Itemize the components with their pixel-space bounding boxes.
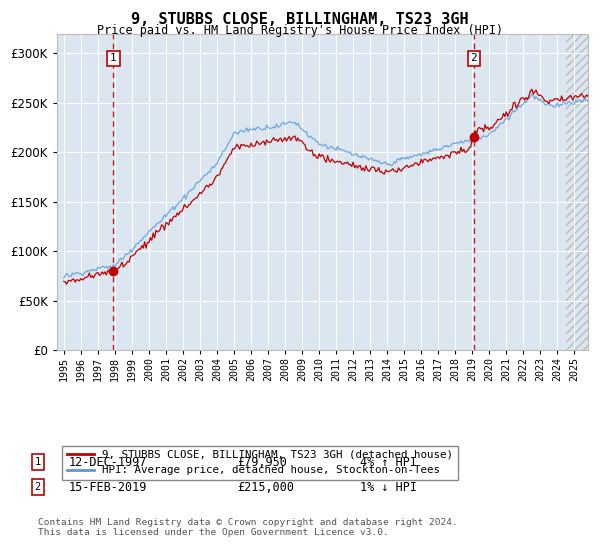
Text: 15-FEB-2019: 15-FEB-2019	[69, 480, 148, 494]
Text: £79,950: £79,950	[237, 455, 287, 469]
Legend: 9, STUBBS CLOSE, BILLINGHAM, TS23 3GH (detached house), HPI: Average price, deta: 9, STUBBS CLOSE, BILLINGHAM, TS23 3GH (d…	[62, 446, 458, 480]
Text: 2: 2	[35, 482, 41, 492]
Text: 4% ↑ HPI: 4% ↑ HPI	[360, 455, 417, 469]
Text: 1: 1	[110, 53, 117, 63]
Text: 12-DEC-1997: 12-DEC-1997	[69, 455, 148, 469]
Text: 1: 1	[35, 457, 41, 467]
Text: Price paid vs. HM Land Registry's House Price Index (HPI): Price paid vs. HM Land Registry's House …	[97, 24, 503, 37]
Text: 1% ↓ HPI: 1% ↓ HPI	[360, 480, 417, 494]
Text: £215,000: £215,000	[237, 480, 294, 494]
Text: Contains HM Land Registry data © Crown copyright and database right 2024.
This d: Contains HM Land Registry data © Crown c…	[38, 518, 458, 538]
Text: 2: 2	[470, 53, 477, 63]
Text: 9, STUBBS CLOSE, BILLINGHAM, TS23 3GH: 9, STUBBS CLOSE, BILLINGHAM, TS23 3GH	[131, 12, 469, 27]
